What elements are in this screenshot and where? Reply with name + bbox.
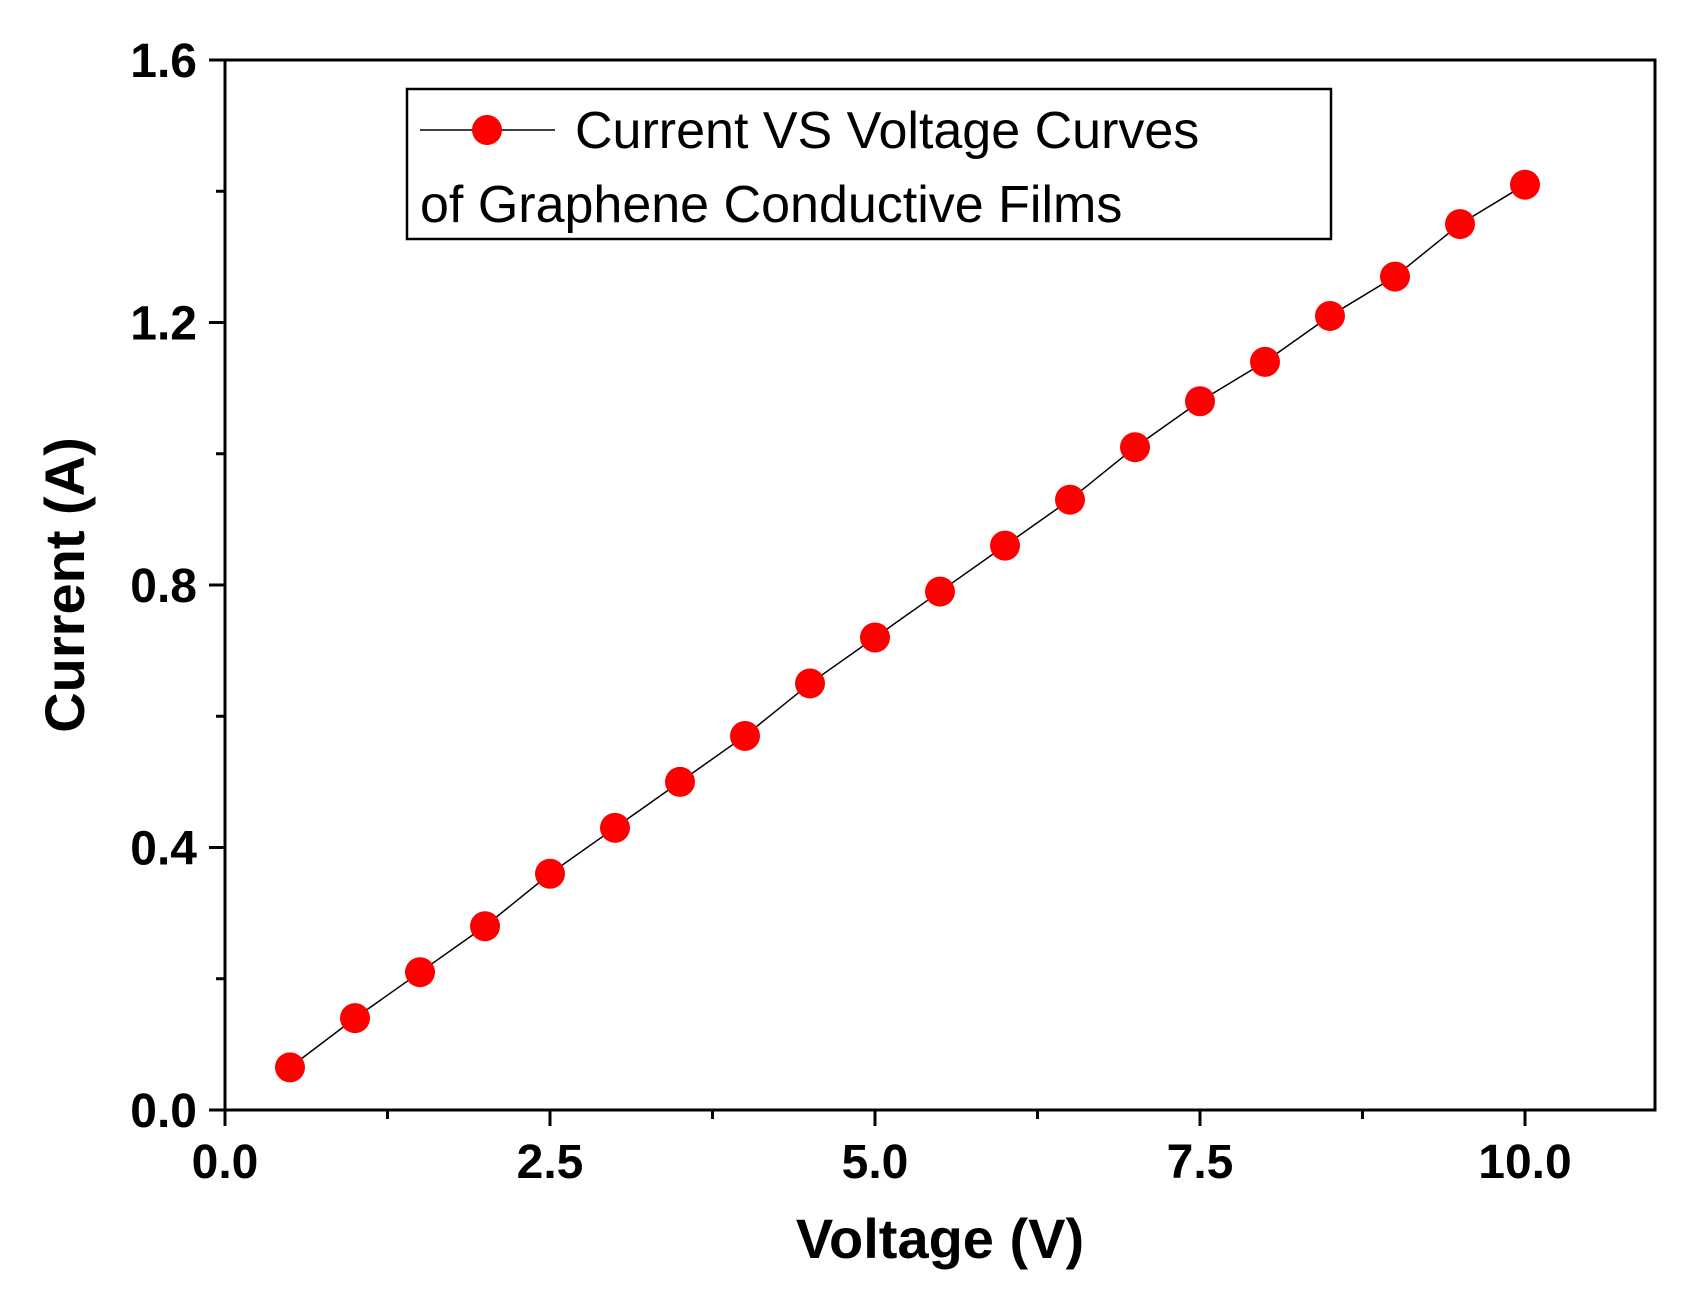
x-tick-label: 5.0 bbox=[842, 1136, 909, 1189]
x-axis-title: Voltage (V) bbox=[796, 1207, 1084, 1270]
legend-label: of Graphene Conductive Films bbox=[420, 176, 1122, 234]
data-point bbox=[925, 576, 955, 607]
data-point bbox=[1510, 169, 1540, 200]
data-point bbox=[1445, 209, 1475, 240]
data-point bbox=[600, 812, 630, 843]
x-tick-label: 7.5 bbox=[1167, 1136, 1234, 1189]
data-point bbox=[665, 766, 695, 797]
data-point bbox=[405, 957, 435, 988]
x-tick-label: 2.5 bbox=[517, 1136, 584, 1189]
data-point bbox=[1250, 346, 1280, 377]
y-tick-label: 1.6 bbox=[130, 35, 197, 88]
y-tick-label: 0.0 bbox=[130, 1085, 197, 1138]
data-point bbox=[1380, 261, 1410, 292]
data-point bbox=[860, 622, 890, 653]
data-point bbox=[730, 720, 760, 751]
data-point bbox=[1185, 386, 1215, 417]
y-axis-title: Current (A) bbox=[33, 437, 96, 733]
y-tick-label: 1.2 bbox=[130, 298, 197, 351]
data-point bbox=[1315, 300, 1345, 331]
y-tick-label: 0.8 bbox=[130, 560, 197, 613]
legend-box bbox=[405, 87, 1333, 241]
data-point bbox=[535, 858, 565, 889]
data-point bbox=[1120, 432, 1150, 463]
data-point bbox=[275, 1052, 305, 1083]
x-tick-label: 0.0 bbox=[192, 1136, 259, 1189]
y-tick-label: 0.4 bbox=[130, 823, 197, 876]
legend-label: Current VS Voltage Curves bbox=[575, 102, 1199, 160]
data-point bbox=[990, 530, 1020, 561]
legend-marker bbox=[472, 115, 502, 145]
data-point bbox=[1055, 484, 1085, 515]
data-point bbox=[795, 668, 825, 699]
data-point bbox=[470, 911, 500, 942]
data-point bbox=[340, 1003, 370, 1034]
x-tick-label: 10.0 bbox=[1478, 1136, 1571, 1189]
